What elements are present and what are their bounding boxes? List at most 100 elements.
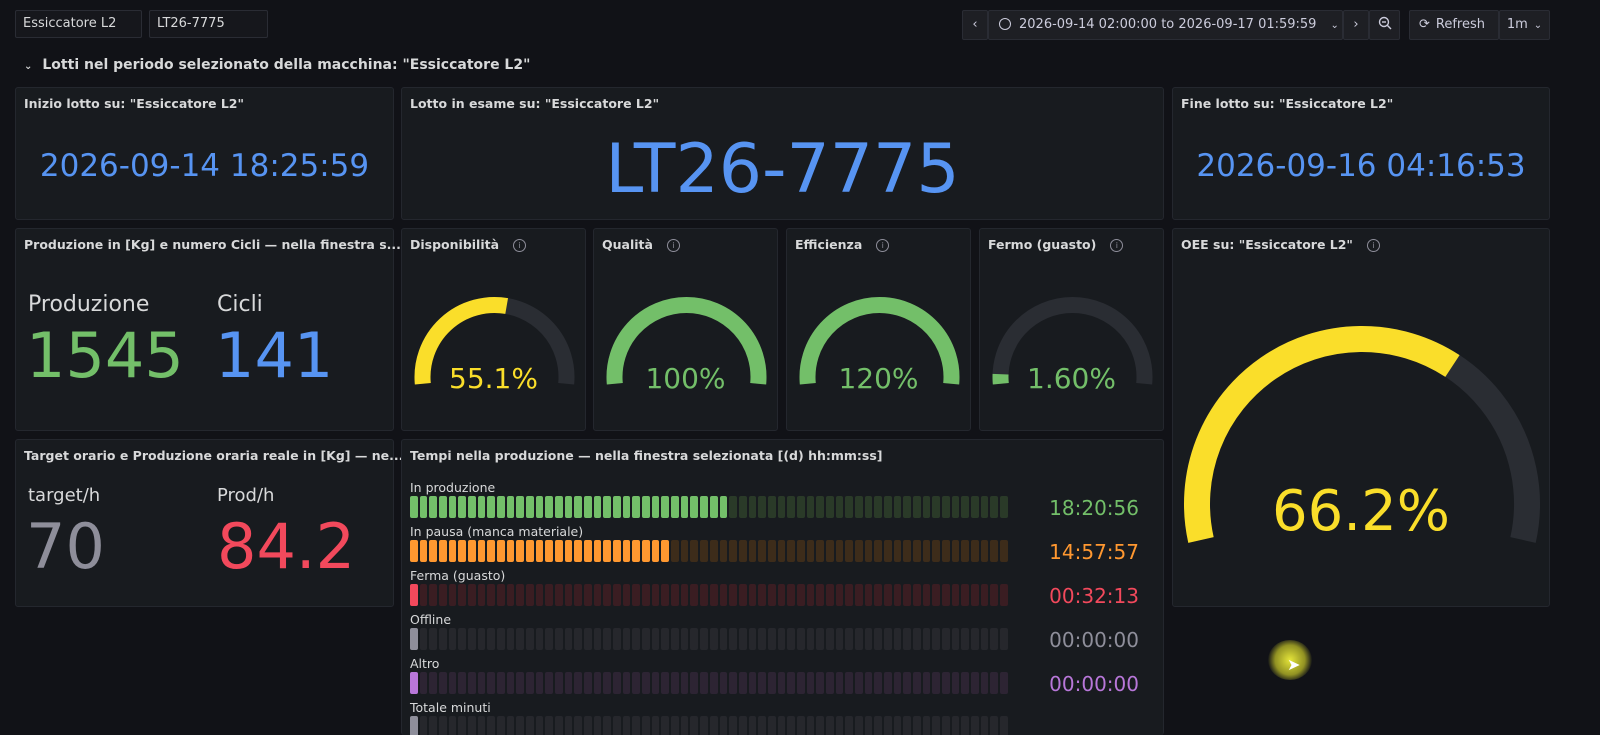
time-bar-gauge bbox=[410, 628, 1008, 650]
bar-segment bbox=[893, 628, 902, 650]
bar-segment bbox=[941, 540, 950, 562]
bar-segment bbox=[603, 540, 612, 562]
bar-segment bbox=[758, 540, 766, 562]
bar-segment bbox=[642, 584, 650, 606]
bar-segment bbox=[932, 496, 940, 518]
bar-segment bbox=[999, 628, 1008, 650]
bar-segment bbox=[700, 672, 708, 694]
bar-segment bbox=[487, 672, 496, 694]
bar-segment bbox=[487, 540, 496, 562]
bar-segment bbox=[903, 672, 911, 694]
bar-segment bbox=[787, 716, 795, 735]
bar-segment bbox=[439, 672, 447, 694]
time-range-picker[interactable]: 2026-09-14 02:00:00 to 2026-09-17 01:59:… bbox=[988, 10, 1343, 40]
gauge-fill bbox=[799, 297, 960, 385]
panel-title: Fermo (guasto) i bbox=[988, 237, 1124, 252]
bar-segment bbox=[816, 716, 824, 735]
cycles-label: Cicli bbox=[217, 292, 263, 317]
info-icon[interactable]: i bbox=[876, 239, 890, 252]
info-icon[interactable]: i bbox=[1366, 239, 1380, 252]
cursor-highlight bbox=[1268, 640, 1312, 680]
bar-segment bbox=[613, 584, 621, 606]
bar-segment bbox=[497, 628, 505, 650]
panel-lot-end: Fine lotto su: "Essiccatore L2" 2026-09-… bbox=[1172, 87, 1550, 220]
panel-gauge: Qualità i 100% bbox=[593, 228, 778, 431]
bar-segment bbox=[535, 584, 544, 606]
machine-variable-select[interactable]: Essiccatore L2 bbox=[15, 10, 142, 38]
panel-title: OEE su: "Essiccatore L2" i bbox=[1181, 237, 1380, 252]
time-row-label: Altro bbox=[410, 656, 440, 671]
bar-segment bbox=[574, 672, 583, 694]
bar-segment bbox=[767, 584, 776, 606]
info-icon[interactable]: i bbox=[666, 239, 680, 252]
bar-segment bbox=[622, 496, 631, 518]
hourly-production-label: Prod/h bbox=[217, 485, 275, 506]
bar-segment bbox=[468, 672, 476, 694]
bar-segment bbox=[477, 628, 486, 650]
bar-segment bbox=[748, 496, 757, 518]
panel-gauge: Efficienza i 120% bbox=[786, 228, 971, 431]
bar-segment bbox=[690, 672, 699, 694]
bar-segment bbox=[845, 540, 853, 562]
info-icon[interactable]: i bbox=[1110, 239, 1124, 252]
info-icon[interactable]: i bbox=[513, 239, 527, 252]
bar-segment bbox=[671, 496, 679, 518]
bar-segment bbox=[893, 716, 902, 735]
bar-segment bbox=[883, 496, 892, 518]
bar-segment bbox=[651, 716, 660, 735]
bar-segment bbox=[777, 716, 786, 735]
panel-title: Disponibilità i bbox=[410, 237, 527, 252]
gauge-fill bbox=[414, 297, 509, 385]
bar-segment bbox=[622, 628, 631, 650]
bar-segment bbox=[458, 584, 467, 606]
bar-segment bbox=[661, 672, 670, 694]
bar-segment bbox=[922, 716, 931, 735]
bar-segment bbox=[758, 628, 766, 650]
bar-segment bbox=[709, 584, 718, 606]
bar-segment bbox=[922, 496, 931, 518]
bar-segment bbox=[661, 716, 670, 735]
bar-segment bbox=[729, 716, 737, 735]
bar-segment bbox=[487, 628, 496, 650]
time-forward-button[interactable]: › bbox=[1343, 10, 1369, 40]
panel-title: Qualità i bbox=[602, 237, 680, 252]
bar-segment bbox=[777, 496, 786, 518]
bar-segment bbox=[719, 672, 728, 694]
production-value: 1545 bbox=[26, 319, 184, 392]
bar-segment bbox=[961, 540, 969, 562]
bar-segment bbox=[419, 584, 428, 606]
bar-segment bbox=[816, 584, 824, 606]
bar-segment bbox=[912, 496, 921, 518]
bar-segment bbox=[767, 716, 776, 735]
gauge-fill bbox=[1184, 326, 1460, 543]
time-range-text: 2026-09-14 02:00:00 to 2026-09-17 01:59:… bbox=[1019, 17, 1317, 32]
bar-segment bbox=[864, 496, 873, 518]
row-header[interactable]: ⌄ Lotti nel periodo selezionato della mac… bbox=[24, 57, 530, 73]
refresh-button[interactable]: ⟳ Refresh bbox=[1409, 10, 1499, 40]
bar-segment bbox=[709, 628, 718, 650]
lot-current-value: LT26-7775 bbox=[605, 130, 960, 209]
refresh-interval-select[interactable]: 1m ⌄ bbox=[1499, 10, 1550, 40]
bar-segment bbox=[777, 540, 786, 562]
time-row-label: Totale minuti bbox=[410, 700, 491, 715]
bar-segment bbox=[632, 716, 641, 735]
panel-gauge: Disponibilità i 55.1% bbox=[401, 228, 586, 431]
zoom-out-icon bbox=[1378, 16, 1391, 30]
bar-segment bbox=[439, 584, 447, 606]
bar-segment bbox=[555, 716, 563, 735]
bar-segment bbox=[593, 540, 602, 562]
bar-segment bbox=[574, 716, 583, 735]
bar-segment bbox=[584, 716, 592, 735]
bar-segment bbox=[448, 672, 457, 694]
lot-variable-select[interactable]: LT26-7775 bbox=[149, 10, 268, 38]
time-back-button[interactable]: ‹ bbox=[962, 10, 988, 40]
bar-segment bbox=[642, 628, 650, 650]
zoom-out-button[interactable] bbox=[1369, 10, 1400, 40]
bar-segment bbox=[535, 716, 544, 735]
bar-segment bbox=[874, 584, 882, 606]
bar-segment bbox=[903, 540, 911, 562]
bar-segment bbox=[448, 584, 457, 606]
bar-segment bbox=[506, 540, 515, 562]
bar-segment bbox=[845, 672, 853, 694]
bar-segment bbox=[439, 716, 447, 735]
